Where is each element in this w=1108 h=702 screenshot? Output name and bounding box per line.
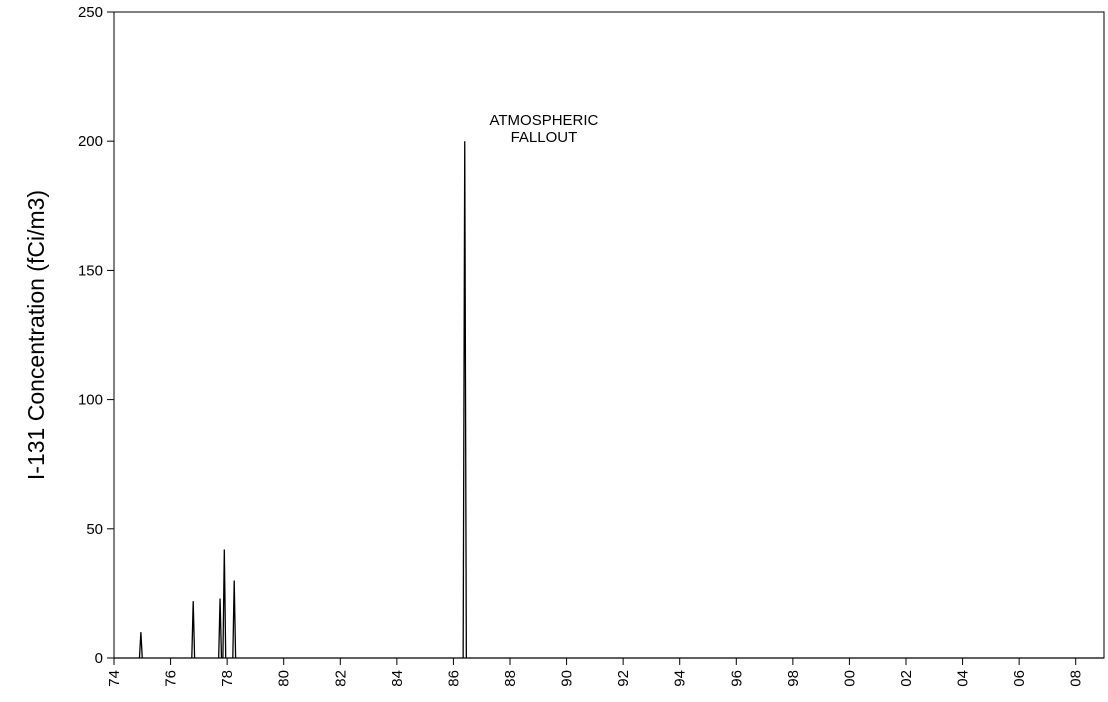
y-tick-label: 50 (86, 521, 103, 538)
y-tick-label: 200 (78, 133, 103, 150)
x-tick-label: 08 (1068, 670, 1085, 687)
x-tick-label: 92 (615, 670, 632, 687)
series-peak (222, 549, 227, 659)
x-tick-label: 04 (955, 670, 972, 687)
x-tick-label: 86 (445, 670, 462, 687)
x-tick-label: 84 (389, 670, 406, 687)
annotation-text: FALLOUT (511, 129, 578, 146)
x-tick-label: 80 (276, 670, 293, 687)
concentration-series (114, 141, 1104, 659)
series-peak (218, 598, 223, 659)
x-tick-label: 94 (672, 670, 689, 687)
y-tick-label: 250 (78, 4, 103, 21)
x-axis: 74 76 78 80 82 84 86 88 90 92 94 96 98 00 02 04 06 08 (106, 658, 1085, 687)
annotation-text: ATMOSPHERIC (489, 112, 598, 129)
y-tick-label: 100 (78, 392, 103, 409)
x-tick-label: 90 (559, 670, 576, 687)
x-tick-label: 06 (1011, 670, 1028, 687)
x-tick-label: 98 (785, 670, 802, 687)
x-tick-label: 78 (219, 670, 236, 687)
y-tick-label: 150 (78, 262, 103, 279)
series-peak (138, 632, 143, 659)
series-peak (462, 141, 467, 659)
plot-frame (113, 11, 1105, 659)
series-peak (191, 601, 196, 659)
x-tick-label: 96 (728, 670, 745, 687)
y-axis: 0 50 100 150 200 250 (78, 4, 114, 667)
x-tick-label: 74 (106, 670, 123, 687)
x-tick-label: 82 (332, 670, 349, 687)
y-tick-label: 0 (95, 650, 103, 667)
series-peak (232, 580, 237, 659)
x-tick-label: 00 (841, 670, 858, 687)
x-tick-label: 76 (163, 670, 180, 687)
x-tick-label: 88 (502, 670, 519, 687)
x-tick-label: 02 (898, 670, 915, 687)
plot-border (113, 11, 1105, 659)
y-axis-label: I-131 Concentration (fCi/m3) (23, 190, 49, 480)
